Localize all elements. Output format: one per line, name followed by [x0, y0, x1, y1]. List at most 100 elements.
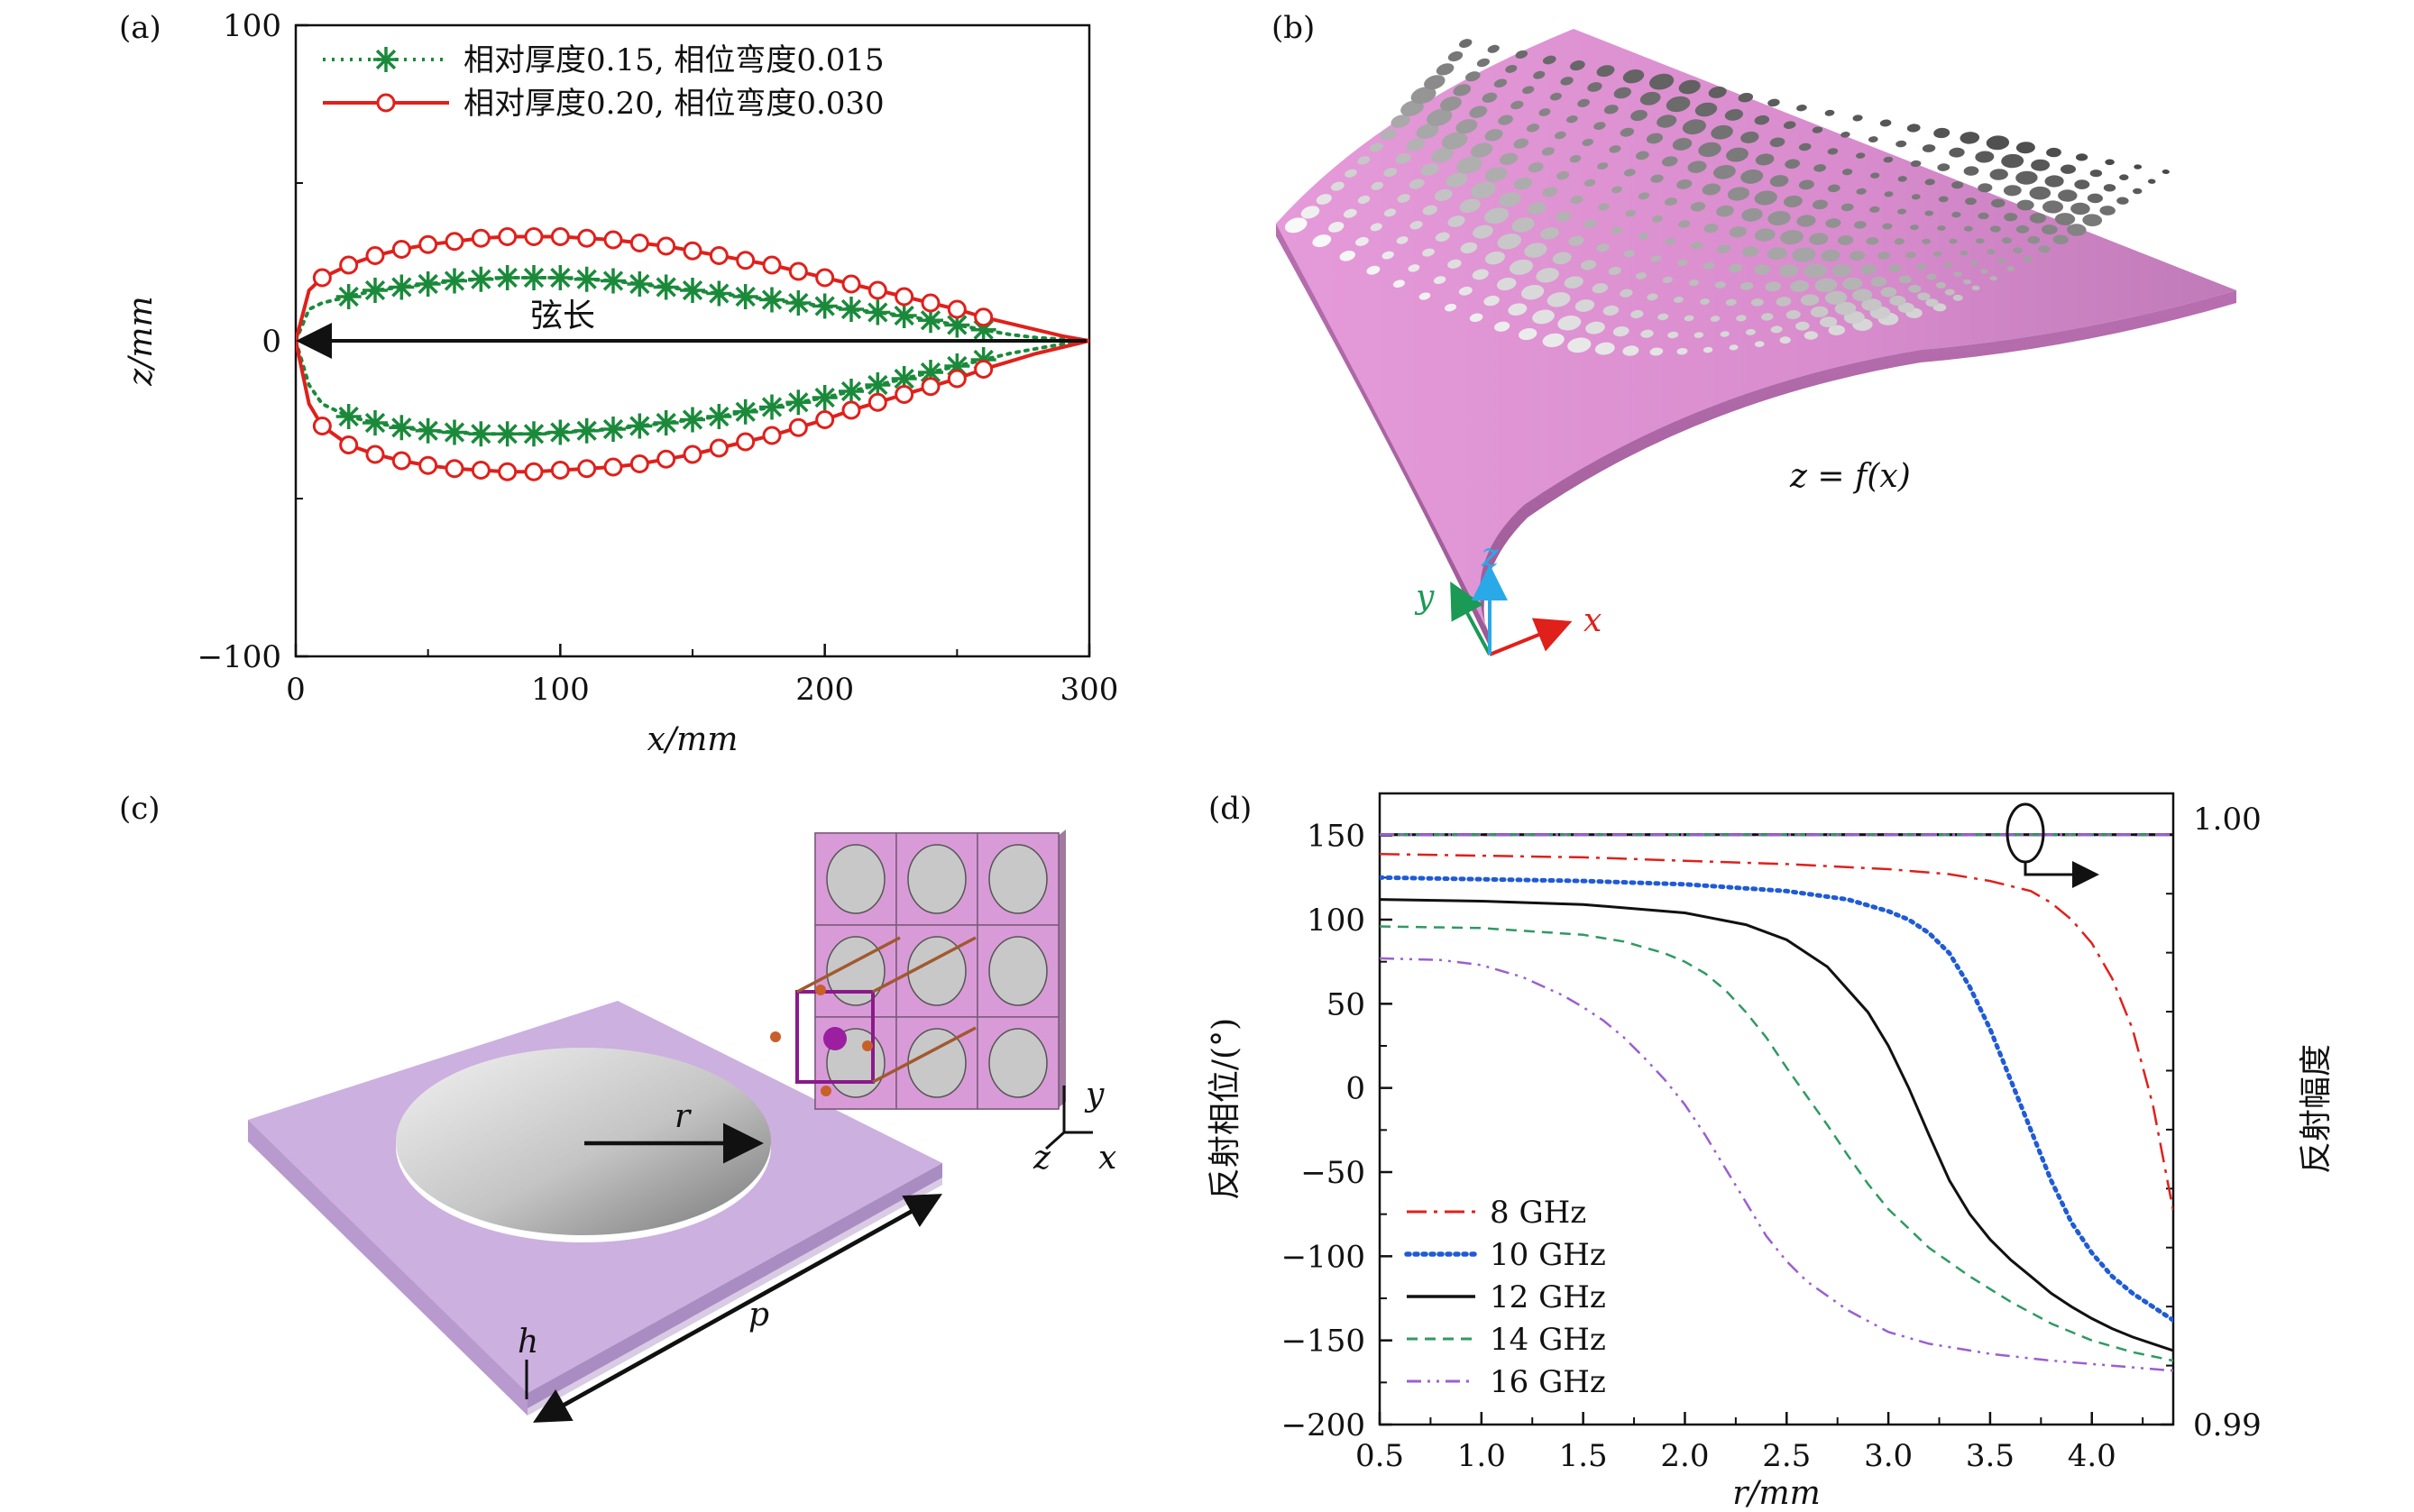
marker-asterisk-stroke — [602, 270, 624, 291]
substrate-side-left — [248, 1120, 528, 1416]
marker-circle — [683, 241, 702, 261]
marker-asterisk — [335, 404, 362, 429]
marker-circle — [312, 268, 332, 288]
surface-hole — [1750, 298, 1764, 307]
surface-hole — [1594, 342, 1615, 355]
surface-hole — [2015, 170, 2038, 185]
surface-hole — [1397, 194, 1410, 203]
surface-hole — [1380, 128, 1397, 141]
marker-circle — [550, 227, 570, 246]
surface-hole — [1949, 238, 1958, 244]
marker-asterisk — [785, 389, 812, 416]
surface-hole — [1568, 235, 1584, 246]
surface-hole — [1391, 115, 1410, 128]
surface-hole — [1498, 115, 1513, 125]
marker-circle — [947, 299, 967, 319]
surface-hole — [1674, 297, 1684, 303]
surface-hole — [1648, 73, 1675, 90]
surface-hole — [1422, 205, 1438, 215]
marker-circle — [656, 449, 676, 469]
surface-hole — [1630, 109, 1648, 122]
surface-hole — [2133, 188, 2143, 195]
y-tick-label-a: 100 — [223, 8, 281, 44]
surface-hole — [1703, 224, 1719, 234]
marker-circle — [736, 432, 756, 452]
surface-hole — [1445, 303, 1456, 312]
surface-hole — [1609, 145, 1621, 153]
surface-hole — [1882, 223, 1893, 230]
marker-asterisk — [785, 290, 812, 316]
marker-circle — [418, 455, 438, 475]
x-axis-label-c: x — [1098, 1140, 1116, 1177]
surface-hole — [1944, 289, 1955, 296]
marker-asterisk-stroke — [682, 409, 703, 430]
unit-cell: r p h — [248, 1001, 942, 1423]
surface-hole — [1778, 264, 1799, 277]
surface-hole — [1511, 217, 1535, 233]
y-tick-label-d: −100 — [1281, 1239, 1365, 1275]
surface-hole — [2058, 189, 2078, 202]
x-tick-label-d: 3.0 — [1864, 1438, 1913, 1474]
surface-hole — [1953, 271, 1962, 277]
surface-hole — [1932, 251, 1942, 257]
surface-hole — [1924, 179, 1935, 186]
surface-hole — [1925, 298, 1939, 307]
surface-hole — [1312, 234, 1332, 248]
surface-hole — [2044, 175, 2064, 188]
array-cell-disc — [988, 1028, 1048, 1098]
surface-hole — [1665, 237, 1676, 245]
surface-hole — [1856, 188, 1867, 195]
surface-hole — [1978, 183, 1993, 193]
marker-circle — [391, 451, 411, 471]
surface-hole — [1741, 246, 1759, 257]
surface-hole — [1435, 232, 1450, 243]
surface-hole — [2016, 199, 2034, 211]
surface-hole — [1987, 249, 1996, 255]
thickness-label: h — [518, 1324, 538, 1361]
surface-hole — [1611, 226, 1623, 234]
marker-circle — [471, 228, 491, 248]
surface-hole — [1549, 92, 1562, 101]
phase-line-1 — [1380, 875, 2173, 1323]
marker-circle — [974, 307, 994, 327]
surface-hole — [1557, 315, 1582, 331]
surface-hole — [1513, 177, 1533, 190]
surface-hole — [1908, 284, 1922, 293]
surface-hole — [1824, 109, 1835, 116]
surface-hole — [2006, 266, 2015, 271]
surface-hole — [2041, 225, 2058, 235]
surface-hole — [1729, 263, 1743, 273]
x-tick-label-d: 1.0 — [1457, 1438, 1506, 1474]
marker-asterisk — [891, 303, 917, 328]
surface-hole — [1441, 132, 1468, 150]
surface-hole — [1580, 260, 1597, 270]
surface-hole — [1726, 147, 1749, 162]
marker-circle — [815, 410, 835, 429]
surface-hole — [1427, 108, 1453, 126]
port-source — [823, 1027, 847, 1050]
ground-layer — [528, 1178, 942, 1416]
marker-asterisk — [574, 417, 600, 444]
y-axis-label-d: 反射相位/(°) — [1207, 1018, 1244, 1200]
marker-asterisk-stroke — [894, 305, 914, 326]
surface-hole — [1640, 329, 1654, 338]
surface-hole — [1739, 281, 1754, 290]
surface-hole — [2147, 179, 2156, 184]
surface-hole — [1484, 251, 1505, 265]
surface-hole — [1592, 283, 1609, 294]
surface-hole — [1446, 172, 1468, 188]
surface-hole — [1937, 163, 1950, 171]
y-axis-right-label-d: 反射幅度 — [2298, 1044, 2335, 1174]
surface-hole — [1911, 194, 1921, 200]
surface-hole — [1456, 156, 1482, 174]
surface-hole — [1371, 181, 1384, 190]
surface-hole — [1738, 92, 1754, 103]
surface-hole — [1409, 220, 1423, 230]
surface-hole — [1676, 179, 1693, 189]
surface-hole — [1990, 225, 2001, 233]
surface-hole — [1455, 119, 1478, 134]
perforated-surface — [1276, 29, 2236, 644]
marker-circle — [524, 462, 544, 481]
surface-hole — [1825, 218, 1841, 228]
